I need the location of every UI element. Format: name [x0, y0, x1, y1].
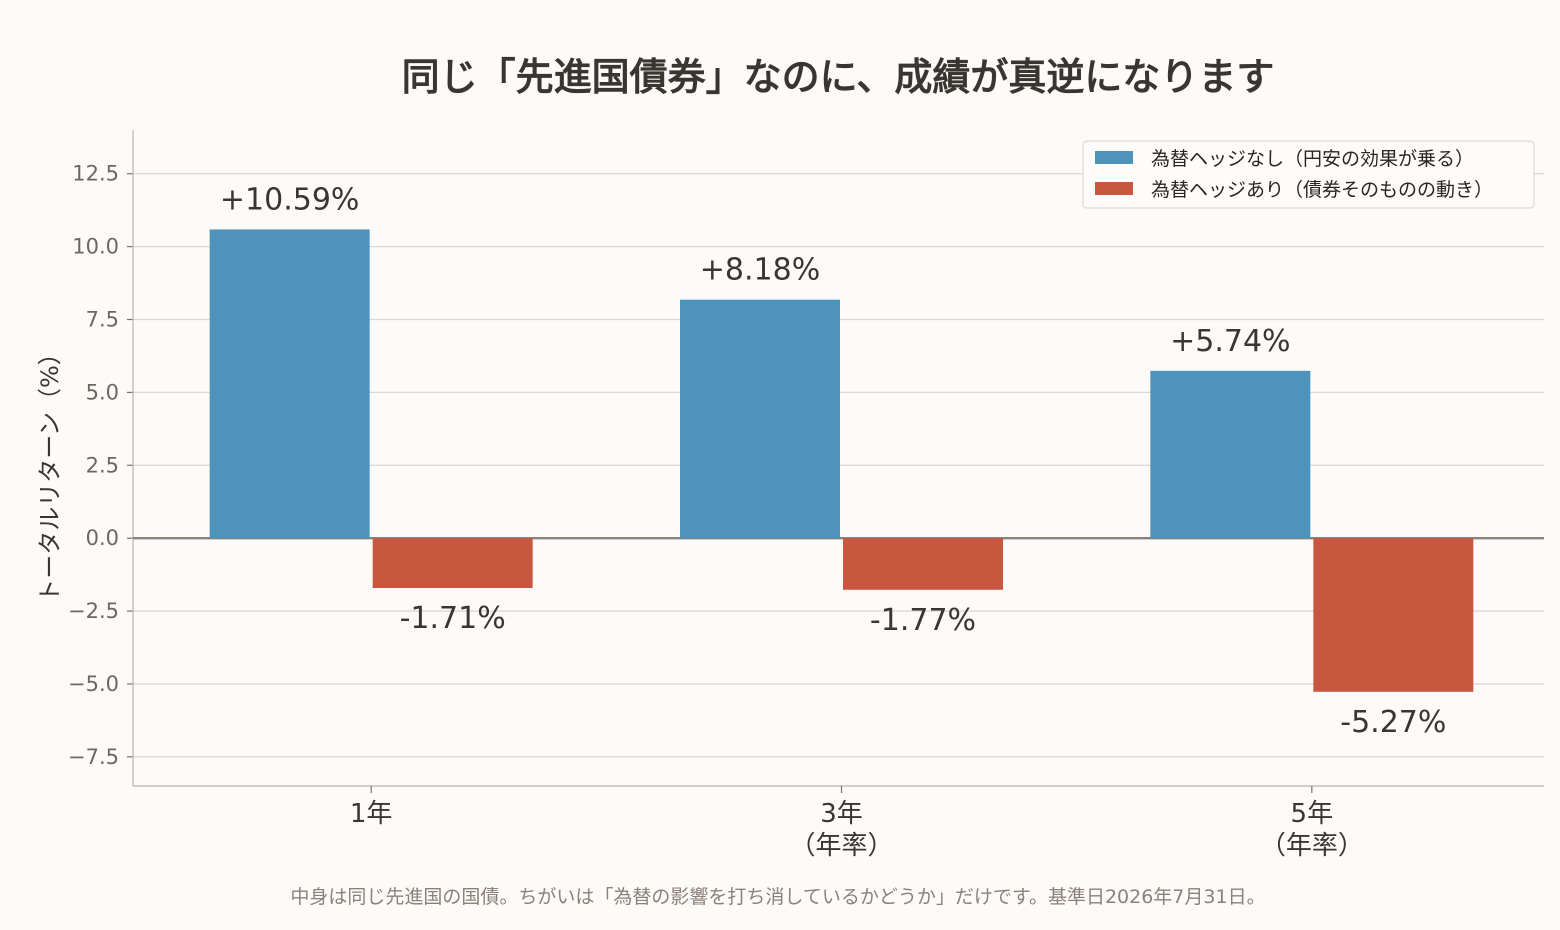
y-tick-label: −5.0 — [68, 672, 119, 696]
x-tick-label: （年率） — [789, 831, 893, 861]
legend-label: 為替ヘッジなし（円安の効果が乗る） — [1151, 148, 1474, 170]
bar-unhedged — [680, 299, 840, 539]
legend-box — [1082, 140, 1535, 209]
bar-hedged — [1313, 538, 1474, 692]
y-tick-label: 0.0 — [86, 526, 119, 550]
x-tick-label: 5年 — [1291, 799, 1334, 829]
data-label: -5.27% — [1340, 705, 1446, 740]
legend-label: 為替ヘッジあり（債券そのものの動き） — [1151, 179, 1493, 201]
data-label: +10.59% — [220, 182, 360, 217]
y-tick-label: 12.5 — [72, 162, 119, 186]
y-axis-label: トータルリターン（%） — [36, 341, 64, 603]
bars — [209, 229, 1474, 692]
y-tick-label: 5.0 — [86, 380, 119, 404]
footnote: 中身は同じ先進国の国債。ちがいは「為替の影響を打ち消しているかどうか」だけです。… — [290, 886, 1265, 908]
legend: 為替ヘッジなし（円安の効果が乗る） 為替ヘッジあり（債券そのものの動き） — [1082, 140, 1535, 209]
data-label: -1.77% — [870, 603, 976, 638]
bar-unhedged — [209, 229, 370, 539]
y-tick-label: −7.5 — [68, 745, 119, 769]
y-tick-label: 2.5 — [86, 453, 119, 477]
bar-hedged — [372, 538, 533, 589]
y-tick-label: −2.5 — [68, 599, 119, 623]
bar-hedged — [843, 538, 1003, 590]
chart-title: 同じ「先進国債券」なのに、成績が真逆になります — [402, 55, 1275, 99]
y-tick-label: 10.0 — [72, 235, 119, 259]
x-tick-label: 3年 — [820, 799, 863, 829]
data-label: -1.71% — [400, 601, 506, 636]
y-tick-label: 7.5 — [86, 308, 119, 332]
x-tick-label: 1年 — [350, 799, 393, 829]
data-label: +5.74% — [1170, 324, 1290, 359]
x-tick-label: （年率） — [1260, 831, 1364, 861]
data-label: +8.18% — [700, 253, 820, 288]
legend-swatch — [1095, 151, 1133, 164]
data-labels: +10.59% +8.18% +5.74% -1.71% -1.77% -5.27% — [220, 182, 1447, 739]
bar-unhedged — [1150, 370, 1311, 539]
legend-swatch — [1095, 182, 1133, 195]
